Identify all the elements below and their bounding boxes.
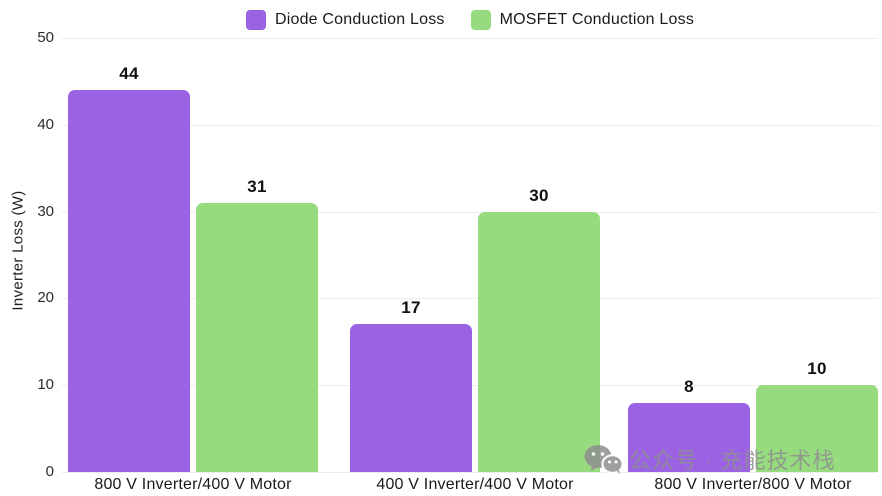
y-tick-40: 40 — [37, 115, 54, 133]
y-tick-20: 20 — [37, 289, 54, 307]
legend-label: MOSFET Conduction Loss — [499, 11, 695, 28]
bar-diode-group1 — [68, 90, 190, 472]
x-tick-group1: 800 V Inverter/400 V Motor — [94, 476, 292, 493]
gridline-50 — [62, 38, 878, 39]
gridline-40 — [62, 124, 878, 126]
bar-diode-group2 — [350, 324, 472, 472]
wechat-icon — [584, 444, 624, 474]
legend-item-diode: Diode Conduction Loss — [245, 10, 445, 30]
y-tick-30: 30 — [37, 202, 54, 220]
bar-value-label: 44 — [119, 64, 139, 84]
legend-swatch — [245, 10, 266, 30]
bar-mosfet-group3 — [756, 385, 878, 472]
bar-value-label: 10 — [807, 359, 827, 379]
legend-swatch — [470, 10, 491, 30]
bar-mosfet-group1 — [196, 202, 318, 472]
y-tick-0: 0 — [45, 463, 54, 480]
chart-legend: Diode Conduction Loss MOSFET Conduction L… — [62, 6, 878, 34]
x-tick-group3: 800 V Inverter/800 V Motor — [654, 476, 852, 493]
plot-area: 44 31 17 30 8 10 — [62, 38, 878, 473]
legend-item-mosfet: MOSFET Conduction Loss — [470, 10, 695, 30]
bar-value-label: 31 — [247, 176, 267, 196]
legend-label: Diode Conduction Loss — [274, 11, 445, 28]
y-axis-title: Inverter Loss (W) — [9, 190, 27, 311]
watermark: 公众号 · 充能技术栈 — [584, 443, 836, 475]
x-tick-group2: 400 V Inverter/400 V Motor — [376, 476, 574, 493]
bar-diode-group3 — [628, 402, 750, 472]
gridline-30 — [62, 211, 878, 213]
bar-value-label: 30 — [529, 185, 549, 205]
watermark-text: 公众号 · 充能技术栈 — [629, 448, 836, 473]
y-tick-50: 50 — [37, 29, 54, 46]
y-tick-10: 10 — [37, 376, 54, 394]
gridline-0 — [62, 472, 878, 473]
gridline-20 — [62, 298, 878, 300]
bar-value-label: 17 — [401, 298, 421, 318]
bar-mosfet-group2 — [478, 211, 600, 472]
bar-value-label: 8 — [684, 376, 694, 396]
